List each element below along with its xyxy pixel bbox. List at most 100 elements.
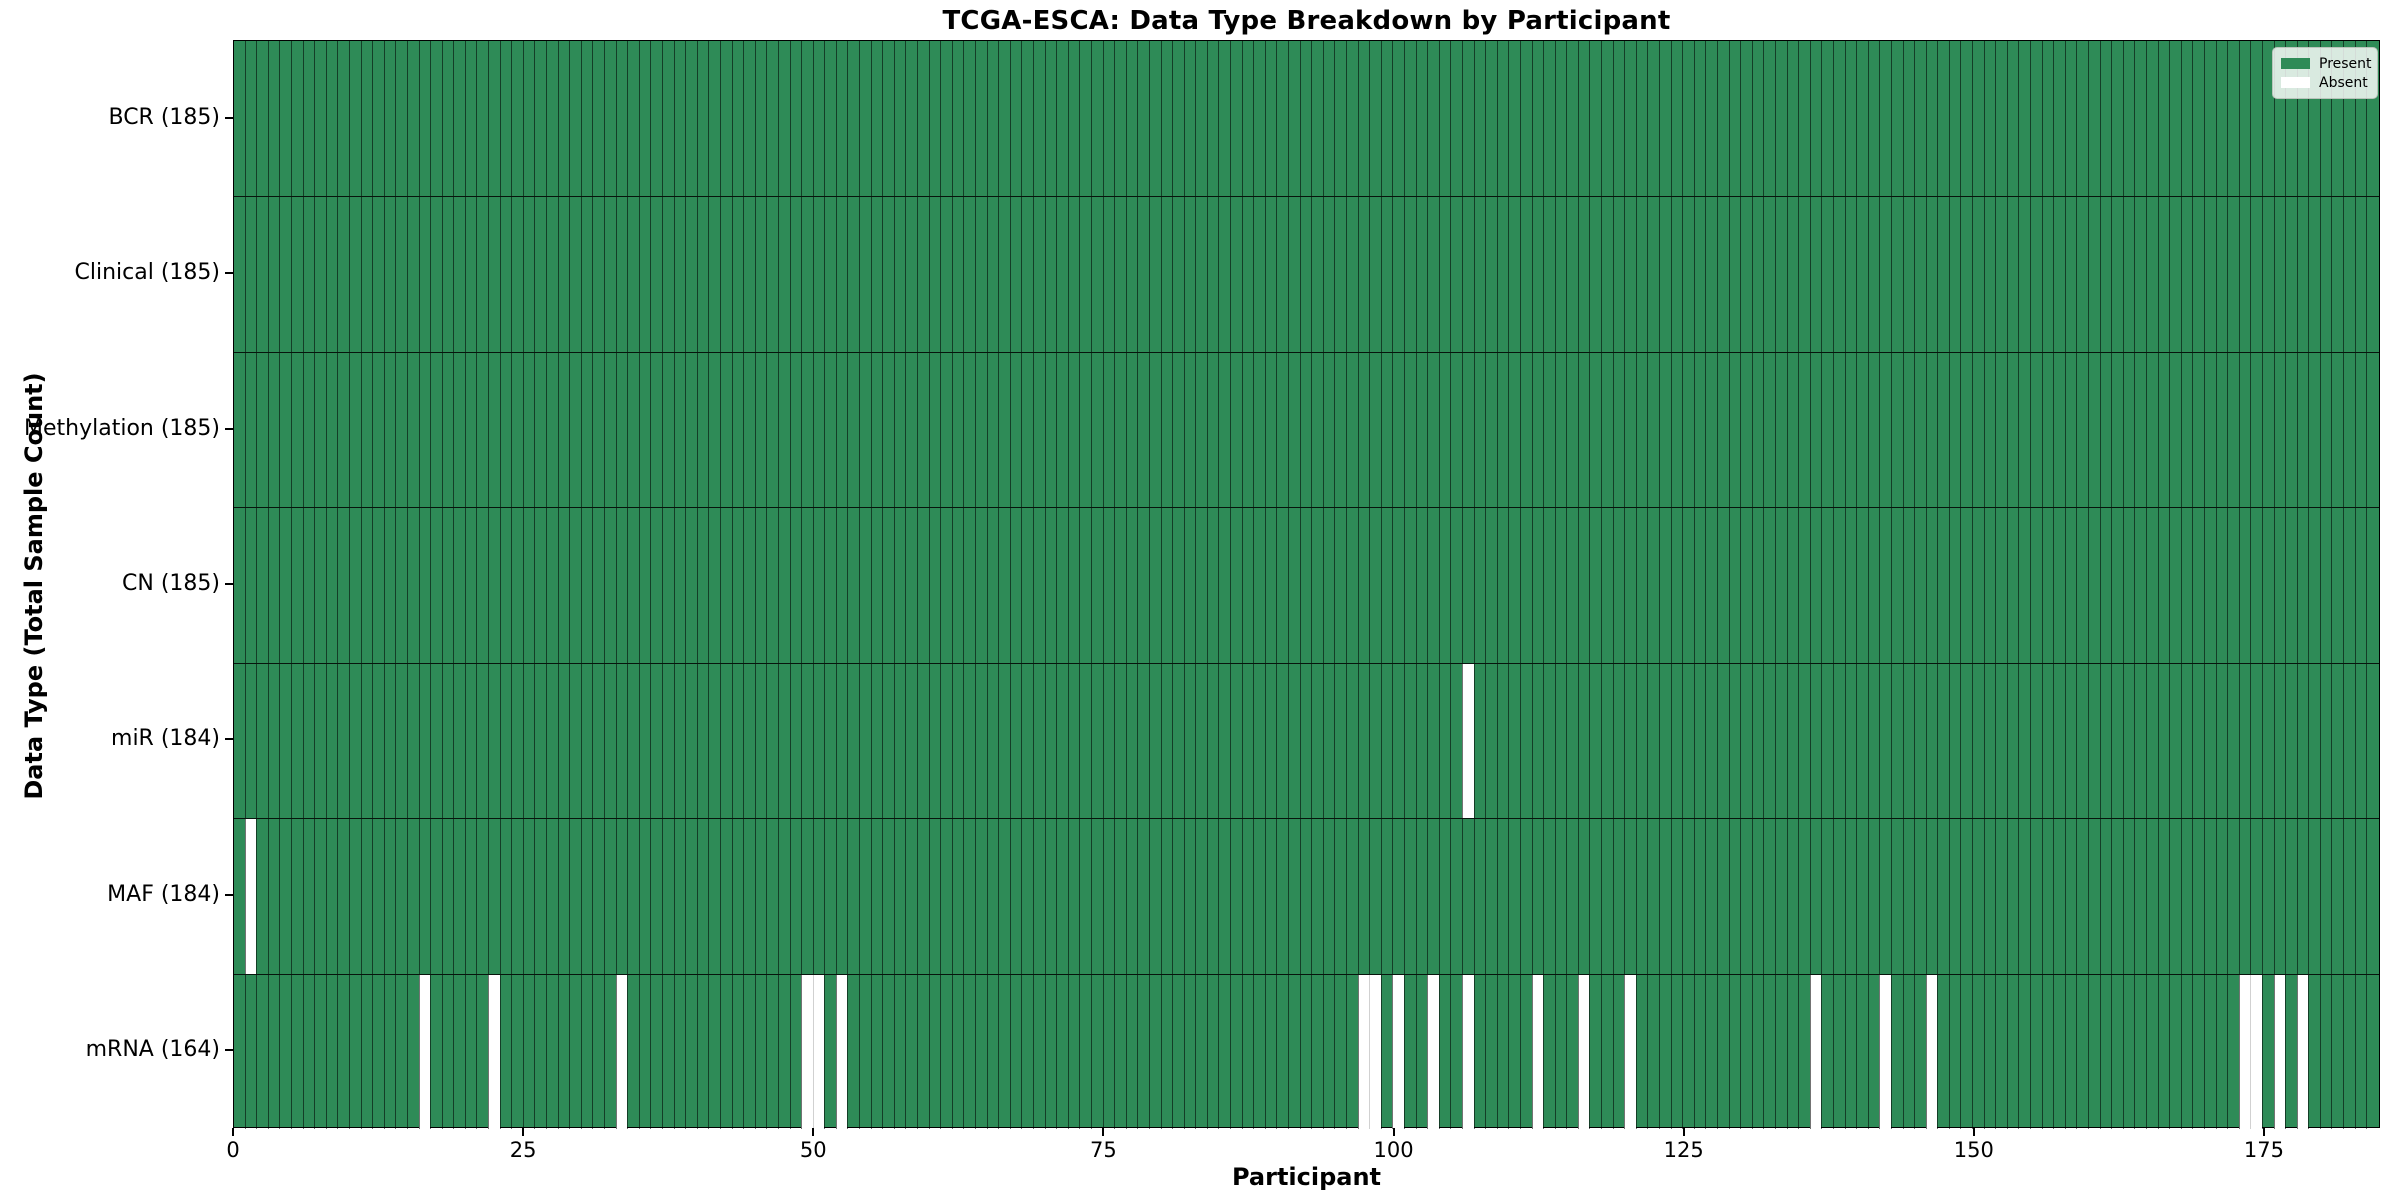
heatmap-cell (1427, 508, 1439, 663)
heatmap-cell (534, 508, 546, 663)
heatmap-cell (1485, 974, 1497, 1129)
heatmap-cell (754, 41, 767, 197)
heatmap-cell (1322, 819, 1335, 974)
heatmap-cell (2134, 352, 2146, 508)
heatmap-cell (2273, 197, 2286, 352)
heatmap-cell (2018, 819, 2030, 974)
heatmap-cell (267, 974, 280, 1129)
heatmap-cell (754, 352, 767, 508)
heatmap-cell (1021, 819, 1033, 974)
heatmap-cell (986, 41, 999, 197)
heatmap-cell (1902, 819, 1915, 974)
heatmap-cell (430, 819, 442, 974)
heatmap-cell (1137, 352, 1149, 508)
heatmap-cell (1937, 508, 1949, 663)
heatmap-cell (1183, 197, 1196, 352)
heatmap-cell (1288, 508, 1300, 663)
x-tick (232, 1128, 234, 1136)
heatmap-cell (731, 41, 744, 197)
heatmap-cell (1647, 197, 1659, 352)
heatmap-cell (314, 508, 326, 663)
heatmap-cell (847, 819, 859, 974)
heatmap-cell (2285, 663, 2297, 819)
heatmap-cell (1832, 197, 1845, 352)
heatmap-cell (1427, 352, 1439, 508)
heatmap-cell (1601, 508, 1613, 663)
heatmap-cell (1914, 41, 1926, 197)
heatmap-cell (1508, 508, 1520, 663)
heatmap-cell (476, 352, 488, 508)
heatmap-cell (1543, 508, 1555, 663)
heatmap-cell (1856, 41, 1868, 197)
heatmap-cell (476, 508, 488, 663)
heatmap-cell (546, 41, 558, 197)
x-tick-label: 175 (2243, 1138, 2284, 1162)
heatmap-cell (1786, 819, 1799, 974)
heatmap-cell (1148, 819, 1161, 974)
heatmap-cell (650, 197, 662, 352)
heatmap-cell (1369, 974, 1381, 1129)
heatmap-cell (1890, 819, 1903, 974)
heatmap-cell (766, 41, 778, 197)
heatmap-cell (1009, 41, 1022, 197)
heatmap-cell (905, 197, 917, 352)
heatmap-cell (406, 508, 419, 663)
heatmap-cell (1195, 352, 1207, 508)
heatmap-cell (2319, 508, 2332, 663)
heatmap-cell (1334, 352, 1346, 508)
heatmap-cell (1461, 197, 1474, 352)
heatmap-cell (940, 508, 952, 663)
heatmap-cell (302, 663, 315, 819)
heatmap-cell (2203, 352, 2216, 508)
heatmap-cell (743, 508, 755, 663)
heatmap-cell (2203, 974, 2216, 1129)
heatmap-cell (1774, 974, 1787, 1129)
heatmap-cell (499, 974, 512, 1129)
heatmap-cell (986, 508, 999, 663)
heatmap-cell (1543, 352, 1555, 508)
legend-absent-label: Absent (2319, 74, 2368, 91)
heatmap-cell (1067, 352, 1080, 508)
heatmap-cell (1763, 663, 1775, 819)
heatmap-cell (337, 352, 349, 508)
heatmap-cell (2076, 974, 2088, 1129)
heatmap-cell (1357, 819, 1370, 974)
heatmap-cell (1960, 819, 1972, 974)
heatmap-cell (917, 974, 929, 1129)
heatmap-cell (256, 974, 268, 1129)
heatmap-cell (2064, 663, 2077, 819)
heatmap-cell (592, 41, 604, 197)
legend-entry-present: Present (2281, 54, 2372, 73)
heatmap-cell (650, 352, 662, 508)
heatmap-cell (1577, 974, 1590, 1129)
heatmap-cell (2238, 508, 2251, 663)
heatmap-cell (2273, 508, 2286, 663)
heatmap-cell (1925, 663, 1938, 819)
heatmap-cell (1879, 352, 1891, 508)
heatmap-cell (290, 352, 303, 508)
heatmap-cell (1543, 974, 1555, 1129)
heatmap-cell (2053, 974, 2065, 1129)
heatmap-cell (1647, 41, 1659, 197)
heatmap-cell (244, 663, 257, 819)
heatmap-cell (1102, 974, 1115, 1129)
heatmap-cell (522, 352, 535, 508)
heatmap-cell (395, 41, 407, 197)
heatmap-cell (1299, 352, 1312, 508)
heatmap-cell (1137, 974, 1149, 1129)
heatmap-cell (1960, 197, 1972, 352)
heatmap-cell (360, 41, 373, 197)
heatmap-cell (1311, 663, 1323, 819)
heatmap-cell (1740, 663, 1752, 819)
heatmap-cell (534, 663, 546, 819)
heatmap-cell (1485, 508, 1497, 663)
heatmap-cell (1114, 819, 1126, 974)
heatmap-cell (1009, 663, 1022, 819)
heatmap-cell (998, 974, 1010, 1129)
heatmap-cell (1763, 41, 1775, 197)
heatmap-cell (847, 974, 859, 1129)
heatmap-cell (1589, 352, 1601, 508)
heatmap-cell (1415, 663, 1428, 819)
heatmap-cell (2261, 974, 2274, 1129)
heatmap-cell (1519, 819, 1532, 974)
